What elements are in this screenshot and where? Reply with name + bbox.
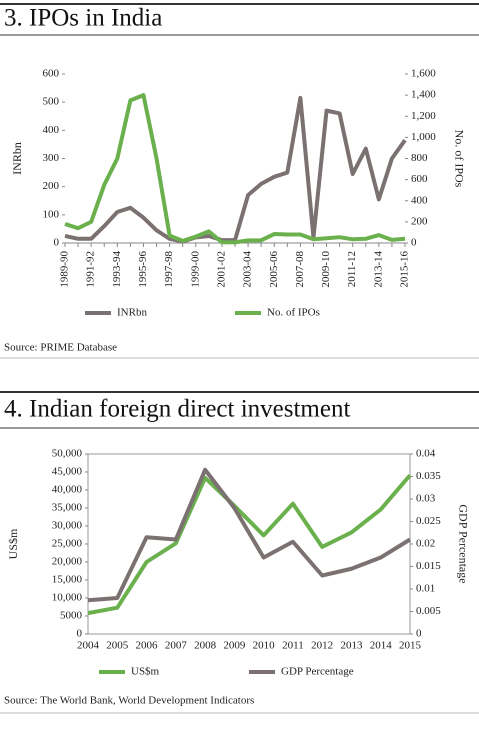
- y-tick-label: 400: [43, 124, 60, 136]
- y-tick-label: 0: [54, 237, 60, 249]
- y-tick-label: 0: [77, 628, 83, 640]
- x-tick-label: 2007-08: [294, 251, 306, 288]
- y-tick-label: 500: [43, 96, 60, 108]
- series-line: [87, 473, 412, 616]
- y-tick-label: 5000: [60, 610, 83, 622]
- x-tick-label: 2009: [223, 640, 246, 652]
- legend-label: INRbn: [117, 307, 147, 319]
- y2-tick-label: 0.01: [416, 583, 435, 595]
- y2-tick-label: 1,600: [411, 68, 436, 80]
- x-tick-label: 1991-92: [85, 251, 97, 288]
- y2-tick-label: 0: [416, 628, 422, 640]
- y2-tick-label: 1,400: [411, 89, 436, 101]
- x-tick-label: 2014: [370, 640, 393, 652]
- legend-label: No. of IPOs: [267, 307, 320, 319]
- y2-tick-label: 0.015: [416, 560, 441, 572]
- y-tick-label: 20,000: [52, 556, 83, 568]
- y2-tick-label: 200: [411, 215, 428, 227]
- plot-frame: [87, 453, 411, 635]
- x-tick-label: 2006: [136, 640, 159, 652]
- source: Source: PRIME Database: [4, 342, 117, 354]
- y-tick-label: 600: [43, 68, 60, 80]
- x-tick-label: 2015: [399, 640, 422, 652]
- y2-tick-label: 0.035: [416, 470, 441, 482]
- y2-axis-label: GDP Percentage: [456, 504, 470, 583]
- series-line: [87, 467, 412, 603]
- y-tick-label: 15,000: [52, 574, 83, 586]
- y-tick-label: 200: [43, 180, 60, 192]
- y2-tick-label: 0.03: [416, 493, 436, 505]
- x-tick-label: 2015-16: [399, 251, 411, 288]
- x-tick-label: 2005-06: [268, 251, 280, 288]
- y2-tick-label: 0.005: [416, 605, 441, 617]
- y-tick-label: 50,000: [52, 448, 83, 460]
- y-tick-label: 300: [43, 152, 60, 164]
- x-tick-label: 1997-98: [163, 251, 175, 288]
- y2-tick-label: 600: [411, 173, 428, 185]
- series-line: [64, 95, 407, 244]
- x-tick-label: 2005: [106, 640, 129, 652]
- y-axis-label: US$m: [6, 528, 20, 559]
- y-tick-label: 100: [43, 208, 60, 220]
- y-tick-label: 10,000: [52, 592, 83, 604]
- series-line: [64, 93, 406, 245]
- x-tick-label: 1999-00: [189, 251, 201, 288]
- y2-tick-label: 0.02: [416, 538, 435, 550]
- x-tick-label: 2007: [165, 640, 188, 652]
- y-tick-label: 40,000: [52, 484, 83, 496]
- y-tick-label: 35,000: [52, 502, 83, 514]
- source: Source: The World Bank, World Developmen…: [4, 695, 254, 707]
- legend-label: US$m: [131, 666, 160, 678]
- y2-tick-label: 0.025: [416, 515, 441, 527]
- x-tick-label: 2001-02: [215, 251, 227, 288]
- x-tick-label: 1993-94: [111, 251, 123, 288]
- x-tick-label: 1989-90: [59, 251, 71, 288]
- y2-tick-label: 1,200: [411, 110, 436, 122]
- x-tick-label: 2009-10: [320, 251, 332, 288]
- x-tick-label: 2013-14: [372, 251, 384, 288]
- chart-title: 4. Indian foreign direct investment: [4, 396, 350, 423]
- x-tick-label: 2013: [340, 640, 363, 652]
- x-tick-label: 1995-96: [137, 251, 149, 288]
- x-tick-label: 2008: [194, 640, 217, 652]
- y2-tick-label: 800: [411, 152, 428, 164]
- y-axis-label: INRbn: [10, 142, 24, 175]
- y-tick-label: 30,000: [52, 520, 83, 532]
- x-tick-label: 2011-12: [346, 251, 358, 287]
- y-tick-label: 45,000: [52, 466, 83, 478]
- y2-tick-label: 0.04: [416, 448, 436, 460]
- x-tick-label: 2003-04: [242, 251, 254, 288]
- y2-tick-label: 1,000: [411, 131, 436, 143]
- y2-tick-label: 0: [411, 237, 417, 249]
- chart-title: 3. IPOs in India: [4, 5, 162, 32]
- x-tick-label: 2011: [282, 640, 304, 652]
- y2-axis-label: No. of IPOs: [452, 130, 466, 188]
- x-tick-label: 2004: [77, 640, 100, 652]
- y-tick-label: 25,000: [52, 538, 83, 550]
- x-tick-label: 2010: [253, 640, 276, 652]
- x-tick-label: 2012: [311, 640, 333, 652]
- legend-label: GDP Percentage: [281, 666, 354, 678]
- y2-tick-label: 400: [411, 194, 428, 206]
